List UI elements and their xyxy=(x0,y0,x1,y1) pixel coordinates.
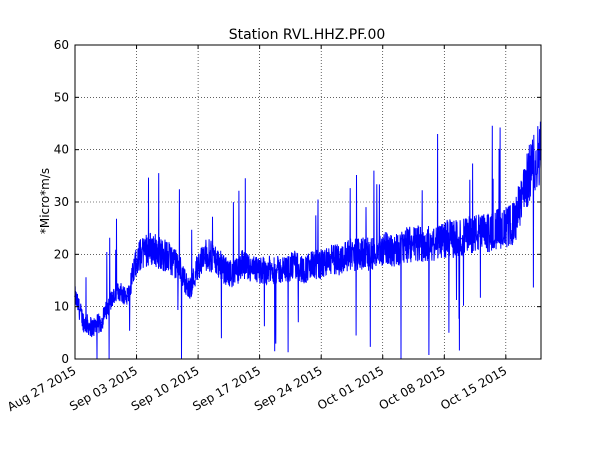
data-point xyxy=(364,253,367,256)
data-point xyxy=(408,243,410,245)
y-tick-label: 0 xyxy=(61,352,69,366)
y-tick-label: 50 xyxy=(54,90,69,104)
series-layer xyxy=(74,121,542,360)
data-point xyxy=(381,248,384,250)
data-point xyxy=(188,290,191,292)
data-point xyxy=(144,248,147,250)
data-point xyxy=(197,264,199,266)
data-point xyxy=(162,253,164,256)
data-point xyxy=(469,232,472,235)
plot-frame xyxy=(74,44,542,360)
data-point xyxy=(522,190,525,193)
data-point xyxy=(250,269,252,271)
y-tick-label: 60 xyxy=(54,38,69,52)
data-point xyxy=(294,264,296,266)
data-point xyxy=(91,326,94,329)
data-point xyxy=(311,264,314,266)
data-point xyxy=(487,232,490,235)
data-point xyxy=(346,253,349,256)
data-point xyxy=(232,274,235,277)
y-tick-label: 10 xyxy=(54,300,69,314)
data-point xyxy=(329,258,331,261)
y-tick-labels: 0 10 20 30 40 50 60 xyxy=(54,38,69,366)
data-point xyxy=(179,269,182,271)
data-point xyxy=(390,248,393,250)
data-point xyxy=(338,258,340,261)
data-point xyxy=(434,243,437,245)
data-point xyxy=(478,232,481,235)
data-point xyxy=(373,253,375,256)
data-point xyxy=(258,269,261,271)
series-line-0 xyxy=(74,121,542,360)
data-point xyxy=(461,237,463,240)
data-point xyxy=(276,269,279,271)
data-point xyxy=(100,321,103,324)
y-axis-label: *Micro*m/s xyxy=(38,168,52,234)
data-point xyxy=(241,264,243,266)
data-point xyxy=(425,243,428,245)
data-point xyxy=(214,258,217,261)
data-point xyxy=(355,253,358,256)
data-point xyxy=(443,237,446,240)
data-point xyxy=(127,295,129,298)
data-point xyxy=(320,264,323,266)
data-point xyxy=(417,243,419,245)
y-tick-label: 30 xyxy=(54,195,69,209)
data-point xyxy=(267,269,270,271)
data-point xyxy=(223,269,226,271)
data-point xyxy=(531,164,533,167)
chart-title: Station RVL.HHZ.PF.00 xyxy=(229,27,386,43)
data-point xyxy=(399,248,402,250)
data-point xyxy=(496,227,498,229)
data-point xyxy=(153,248,155,250)
data-point xyxy=(83,321,85,324)
data-point xyxy=(513,222,516,224)
data-point xyxy=(118,290,120,292)
data-point xyxy=(302,269,305,271)
y-tick-label: 40 xyxy=(54,143,69,157)
data-point xyxy=(109,300,111,303)
data-point xyxy=(505,227,507,229)
data-point xyxy=(452,237,454,240)
data-point xyxy=(285,269,287,271)
data-point xyxy=(170,258,173,261)
data-point xyxy=(135,258,138,261)
y-tick-label: 20 xyxy=(54,247,69,261)
axes xyxy=(74,44,542,360)
data-point xyxy=(206,253,208,256)
